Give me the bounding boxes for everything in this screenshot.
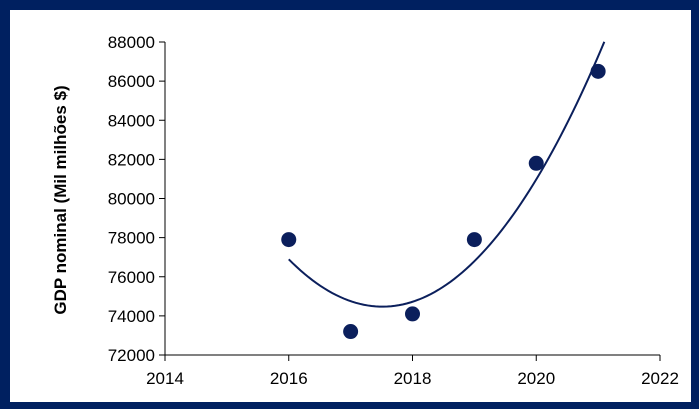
y-tick-label: 74000	[108, 307, 155, 326]
trendline-group	[288, 41, 606, 308]
y-tick-label: 80000	[108, 190, 155, 209]
x-tick-label: 2016	[270, 369, 308, 388]
tick-labels: 72000 74000 76000 78000 80000 82000 84000 86000…	[108, 33, 679, 388]
y-tick-label: 84000	[108, 111, 155, 130]
data-point	[590, 63, 606, 79]
axes	[159, 41, 661, 361]
x-tick-label: 2018	[394, 369, 432, 388]
x-tick-label: 2014	[146, 369, 184, 388]
y-tick-label: 82000	[108, 150, 155, 169]
y-tick-label: 86000	[108, 72, 155, 91]
chart-frame: 72000 74000 76000 78000 80000 82000 84000 86000…	[10, 10, 691, 402]
y-tick-label: 76000	[108, 268, 155, 287]
points-group	[281, 63, 606, 340]
trendline	[288, 41, 606, 308]
y-tick-label: 72000	[108, 346, 155, 365]
data-point	[281, 232, 297, 248]
data-point	[466, 232, 482, 248]
scatter-chart: 72000 74000 76000 78000 80000 82000 84000 86000…	[51, 33, 679, 388]
data-point	[405, 306, 420, 322]
y-tick-label: 88000	[108, 33, 155, 52]
data-point	[528, 155, 544, 171]
y-axis-title: GDP nominal (Mil milhões $)	[51, 85, 70, 314]
y-tick-label: 78000	[108, 229, 155, 248]
x-tick-label: 2022	[641, 369, 679, 388]
x-tick-label: 2020	[517, 369, 555, 388]
data-point	[343, 324, 359, 340]
